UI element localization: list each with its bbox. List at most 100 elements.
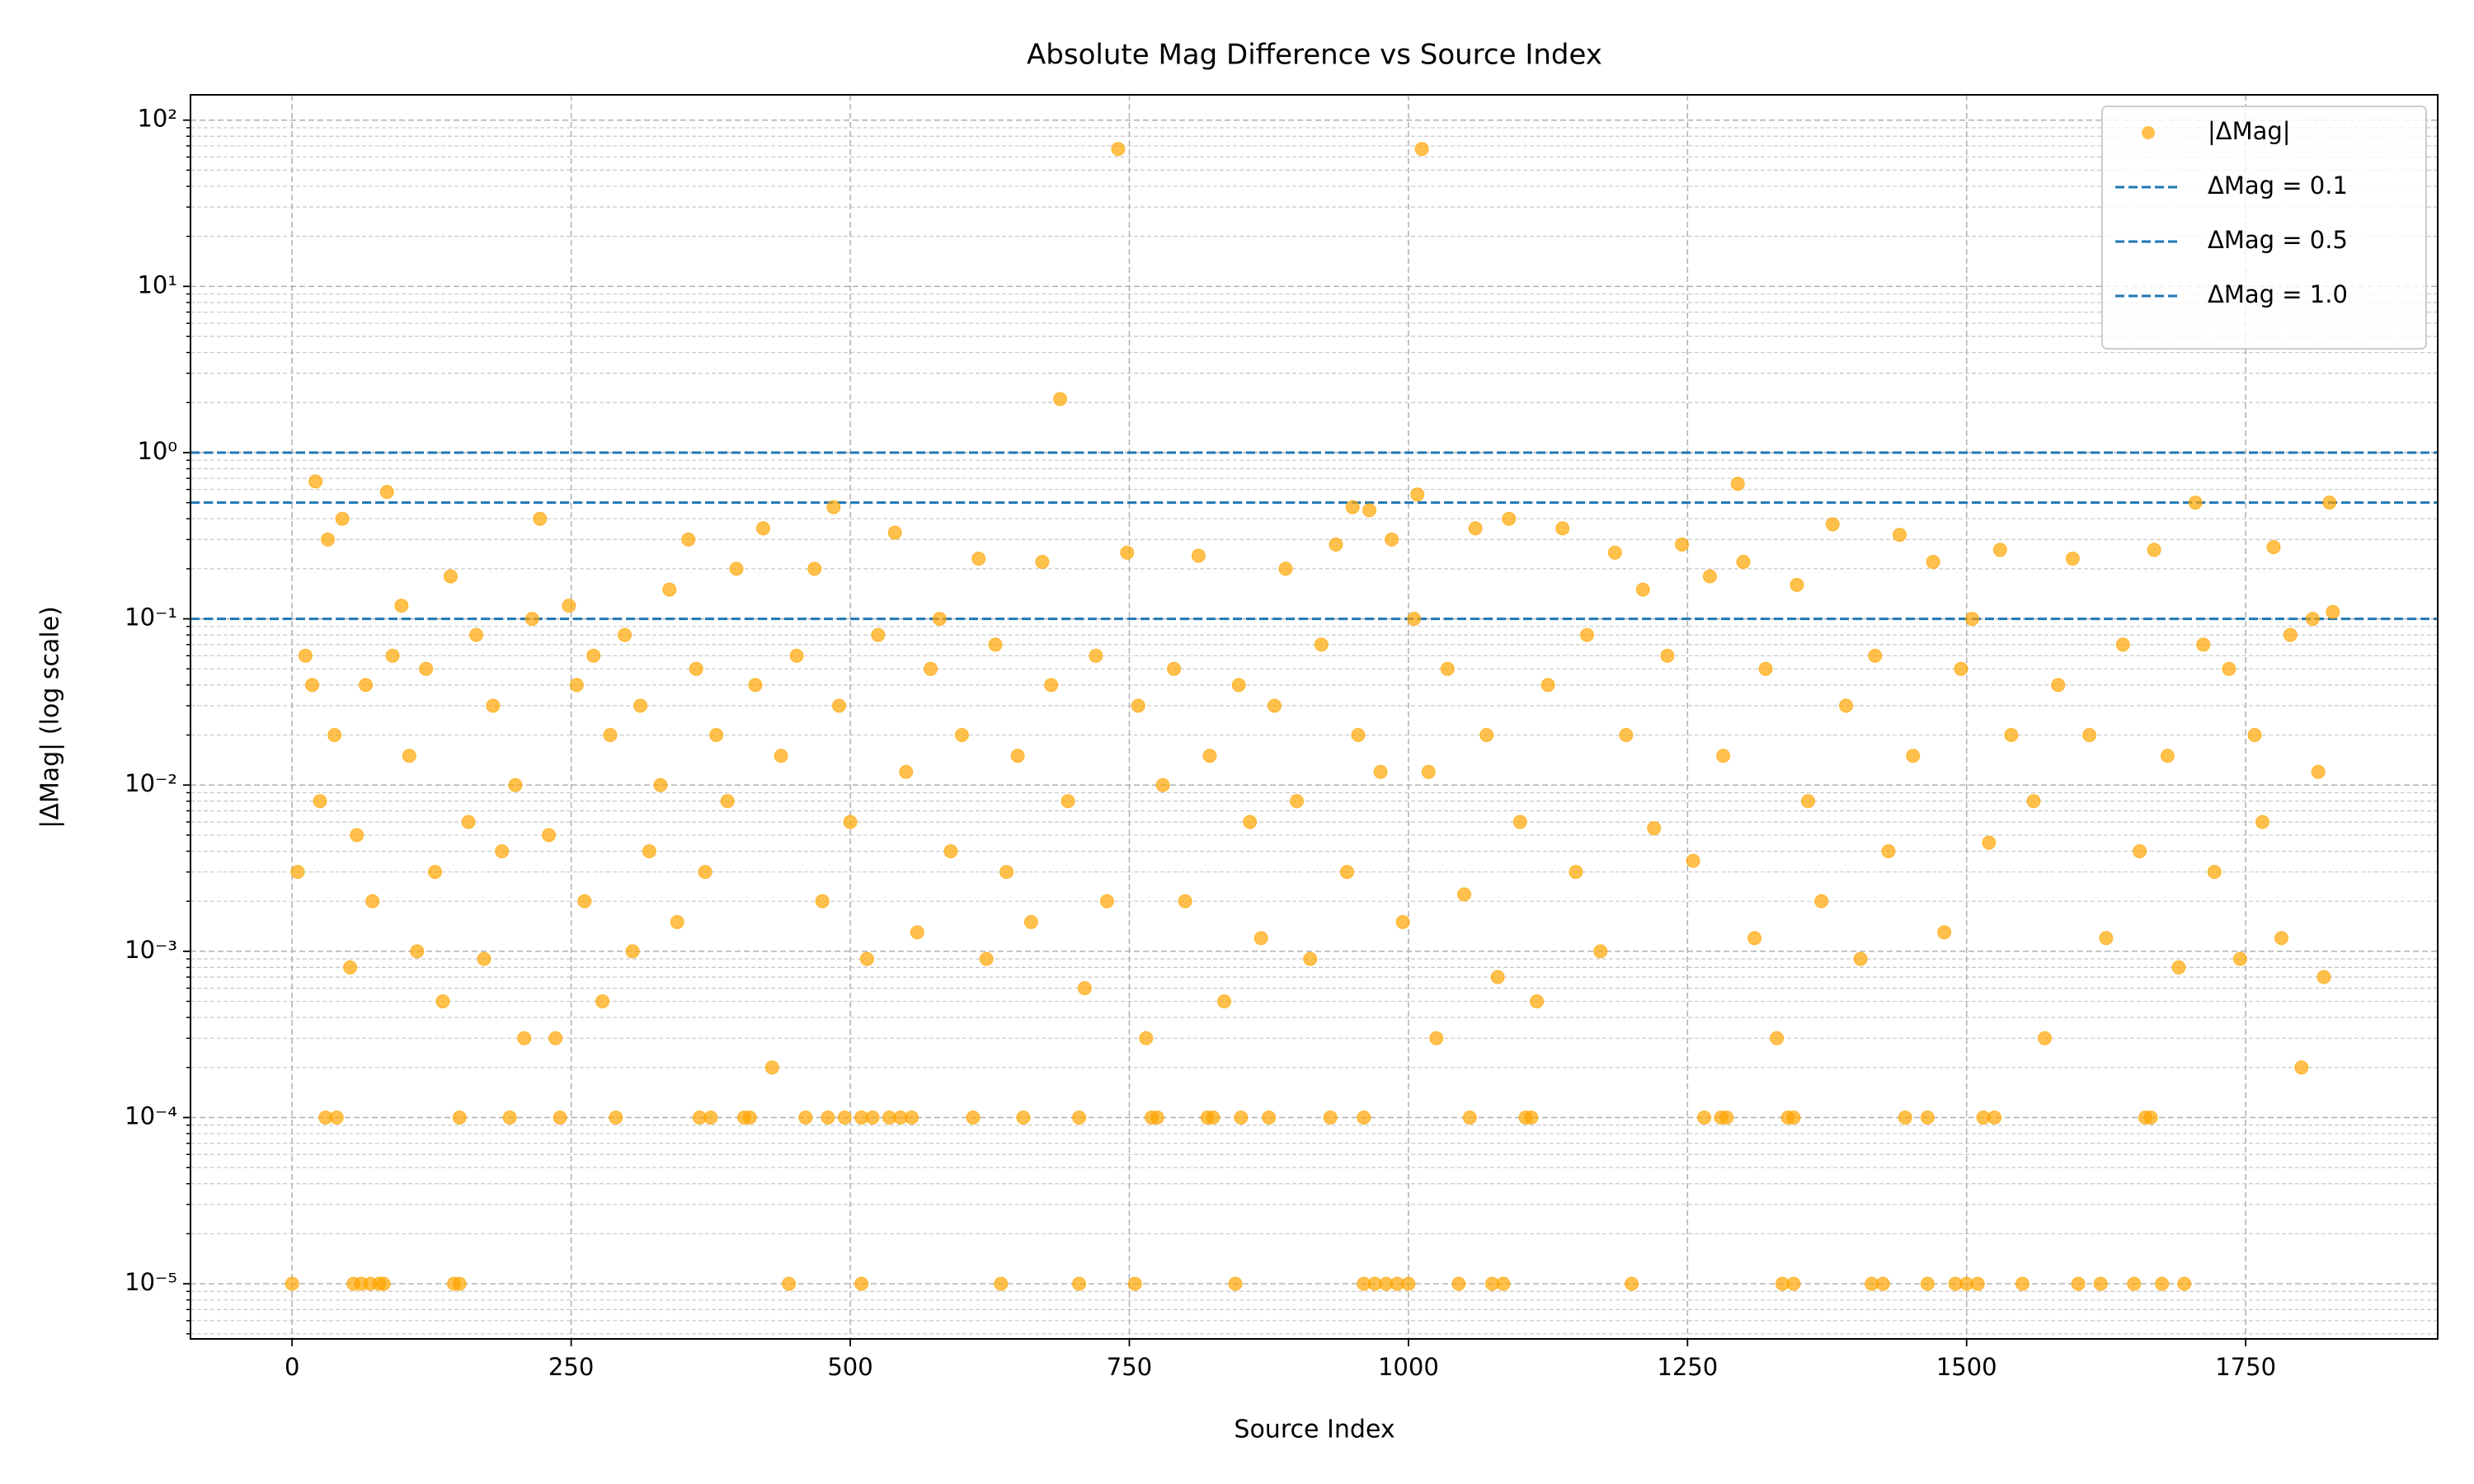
chart-title: Absolute Mag Difference vs Source Index — [1027, 39, 1602, 72]
scatter-point — [1178, 894, 1192, 909]
scatter-point — [290, 865, 305, 880]
scatter-point — [821, 1111, 835, 1125]
scatter-point — [1926, 555, 1940, 570]
scatter-point — [609, 1111, 623, 1125]
scatter-point — [871, 627, 886, 642]
legend-label: ΔMag = 1.0 — [2208, 280, 2348, 308]
scatter-point — [569, 678, 584, 693]
scatter-point — [1243, 815, 1258, 829]
scatter-point — [2093, 1276, 2108, 1291]
scatter-point — [865, 1111, 880, 1125]
scatter-point — [1339, 865, 1354, 880]
scatter-point — [979, 951, 994, 966]
scatter-point — [815, 894, 830, 909]
scatter-point — [548, 1031, 563, 1045]
scatter-point — [755, 521, 770, 536]
scatter-point — [789, 648, 804, 663]
scatter-point — [1099, 894, 1114, 909]
scatter-point — [1786, 1111, 1801, 1125]
scatter-point — [2266, 540, 2281, 555]
scatter-point — [1217, 994, 1232, 1009]
scatter-point — [999, 865, 1014, 880]
scatter-point — [832, 698, 847, 713]
scatter-point — [1401, 1276, 1416, 1291]
scatter-point — [703, 1111, 718, 1125]
y-axis-label: |ΔMag| (log scale) — [36, 606, 65, 829]
scatter-point — [1906, 749, 1921, 763]
scatter-point — [1736, 555, 1751, 570]
scatter-point — [1647, 821, 1662, 836]
scatter-point — [1111, 142, 1126, 157]
x-tick-label: 0 — [285, 1353, 299, 1381]
scatter-point — [1451, 1276, 1466, 1291]
scatter-point — [2311, 764, 2326, 779]
scatter-point — [798, 1111, 813, 1125]
scatter-point — [854, 1276, 869, 1291]
scatter-point — [904, 1111, 919, 1125]
scatter-point — [1524, 1111, 1539, 1125]
scatter-point — [1234, 1111, 1249, 1125]
scatter-point — [2247, 728, 2262, 743]
scatter-point — [618, 627, 633, 642]
scatter-point — [595, 994, 610, 1009]
scatter-point — [932, 612, 947, 627]
scatter-point — [910, 925, 924, 940]
scatter-point — [2115, 637, 2130, 652]
scatter-point — [1267, 698, 1282, 713]
scatter-point — [729, 561, 744, 576]
scatter-point — [427, 865, 442, 880]
y-tick-label: 10² — [137, 105, 177, 133]
scatter-point — [2127, 1276, 2142, 1291]
scatter-point — [742, 1111, 757, 1125]
scatter-point — [709, 728, 724, 743]
y-tick-label: 10¹ — [137, 270, 177, 298]
scatter-point — [698, 865, 713, 880]
scatter-point — [1010, 749, 1025, 763]
scatter-point — [2294, 1060, 2309, 1075]
scatter-point — [1579, 627, 1594, 642]
scatter-point — [954, 728, 969, 743]
scatter-point — [365, 894, 380, 909]
scatter-point — [2026, 794, 2041, 809]
scatter-point — [1053, 392, 1068, 406]
scatter-point — [1512, 815, 1527, 829]
scatter-point — [1853, 951, 1868, 966]
scatter-point — [2188, 495, 2203, 510]
y-tick-label: 10⁻⁴ — [125, 1102, 177, 1130]
scatter-point — [2133, 843, 2147, 858]
scatter-point — [1479, 728, 1494, 743]
x-tick-label: 250 — [548, 1353, 594, 1381]
y-tick-label: 10⁻² — [125, 769, 177, 797]
scatter-point — [1228, 1276, 1243, 1291]
scatter-point — [553, 1111, 567, 1125]
scatter-point — [625, 944, 640, 959]
scatter-point — [1023, 914, 1038, 929]
scatter-point — [971, 552, 986, 566]
scatter-point — [2274, 931, 2288, 946]
scatter-point — [2082, 728, 2097, 743]
scatter-point — [1468, 521, 1483, 536]
scatter-point — [1758, 661, 1773, 676]
scatter-point — [653, 777, 668, 792]
scatter-point — [502, 1111, 517, 1125]
scatter-point — [2051, 678, 2066, 693]
scatter-point — [720, 794, 735, 809]
scatter-point — [899, 764, 914, 779]
scatter-point — [1970, 1276, 1985, 1291]
scatter-point — [1747, 931, 1762, 946]
scatter-point — [943, 843, 958, 858]
scatter-point — [1954, 661, 1968, 676]
scatter-point — [586, 648, 601, 663]
scatter-point — [988, 637, 1003, 652]
scatter-point — [1440, 661, 1455, 676]
scatter-point — [1262, 1111, 1277, 1125]
scatter-point — [1686, 853, 1700, 868]
scatter-point — [452, 1276, 467, 1291]
scatter-point — [452, 1111, 467, 1125]
scatter-point — [689, 661, 703, 676]
scatter-point — [1077, 981, 1092, 996]
scatter-point — [321, 532, 336, 547]
scatter-point — [1206, 1111, 1221, 1125]
scatter-point — [308, 474, 323, 489]
scatter-point — [966, 1111, 981, 1125]
